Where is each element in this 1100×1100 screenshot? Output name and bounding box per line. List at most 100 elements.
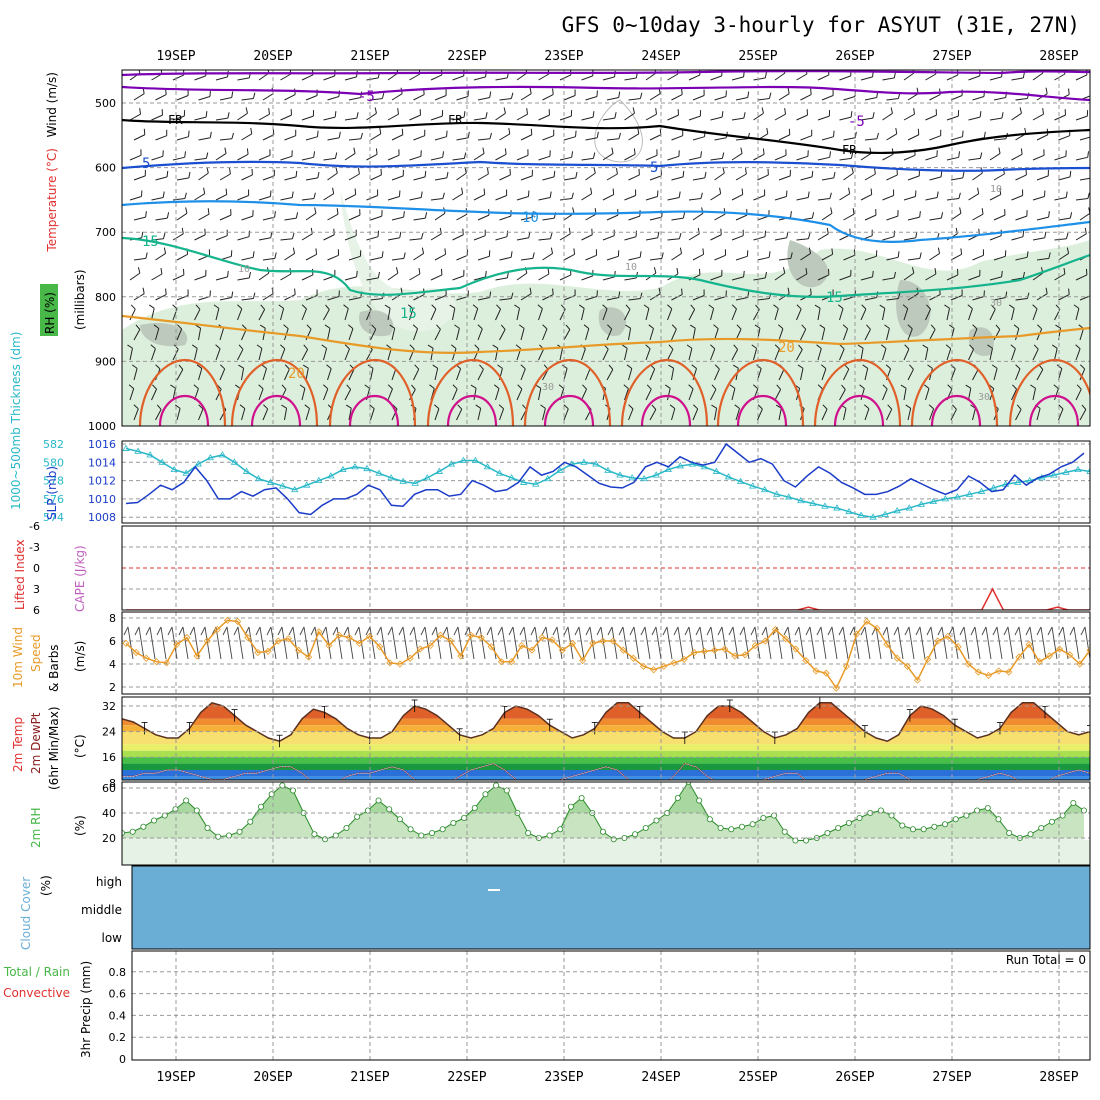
upper-wind-barb-flag (496, 304, 501, 310)
upper-wind-barb-flag (682, 170, 685, 177)
upper-wind-barb (989, 276, 1002, 281)
top-date-axis: 19SEP 20SEP 21SEP 22SEP 23SEP 24SEP 25SEP 26SEP… (156, 49, 1078, 64)
upper-wind-barb-flag (866, 324, 871, 330)
contour-25-loop (138, 358, 227, 426)
rh2m-point (984, 805, 991, 812)
upper-wind-barb-flag (184, 151, 187, 158)
wind10m-line-point (660, 662, 668, 670)
upper-wind-barb-flag (510, 92, 514, 99)
wind10m-barb (655, 626, 662, 660)
wind10m-barb-flag (497, 626, 503, 636)
upper-wind-barb-flag (1022, 271, 1025, 279)
thickness-line-point (303, 481, 311, 488)
rh2m-point (461, 815, 468, 822)
upper-wind-barb (710, 116, 723, 121)
upper-wind-barb (172, 233, 184, 241)
upper-wind-barb (151, 388, 158, 401)
precip-tick-label: 0 (119, 1053, 126, 1066)
upper-wind-barb (499, 215, 512, 221)
upper-wind-barb (194, 116, 207, 121)
thickness-line-point (592, 460, 600, 467)
upper-wind-barb (839, 116, 852, 121)
upper-wind-barb-flag (842, 324, 848, 330)
upper-wind-barb (542, 408, 546, 421)
wind10m-barb (1018, 626, 1025, 660)
wind10m-barb-flag (365, 626, 371, 636)
upper-wind-barb (327, 328, 331, 341)
upper-wind-barb (495, 236, 508, 241)
upper-wind-barb-flag (127, 344, 133, 349)
upper-wind-barb (1015, 368, 1021, 381)
upper-wind-barb (323, 157, 336, 161)
wind10m-barb (941, 626, 948, 660)
upper-wind-barb (172, 198, 185, 201)
upper-wind-barb (925, 348, 929, 361)
rh-tick-label: 60 (102, 782, 116, 795)
upper-wind-barb-flag (635, 230, 638, 237)
rh2m-point (557, 826, 564, 833)
upper-wind-barb-flag (751, 344, 757, 349)
upper-wind-barb (645, 154, 658, 161)
upper-wind-barb (774, 308, 779, 321)
wind10m-barb-flag (728, 626, 734, 636)
upper-wind-barb-flag (732, 364, 739, 369)
rh2m-point (236, 828, 243, 835)
wind10m-line-point (457, 652, 465, 660)
wind10m-barb (886, 626, 893, 660)
upper-wind-barb (710, 234, 722, 241)
wind10m-line-point (426, 642, 434, 650)
rh2m-point (322, 836, 329, 843)
upper-wind-barb (602, 308, 608, 321)
upper-wind-barb (348, 297, 361, 301)
upper-wind-barb (606, 255, 619, 261)
thickness-line-point (1013, 478, 1022, 485)
wind10m-barb-flag (519, 626, 525, 636)
wind10m-barb-flag (937, 626, 943, 636)
thickness-line-point (917, 500, 926, 507)
upper-wind-barb (606, 328, 613, 341)
upper-wind-barb (516, 388, 523, 401)
label-fr-b: FR (448, 113, 463, 127)
upper-wind-barb-flag (1063, 267, 1066, 275)
upper-wind-barb-flag (403, 252, 406, 259)
upper-wind-barb-flag (821, 364, 827, 370)
wind10m-barb (424, 626, 431, 660)
upper-wind-barb (370, 256, 383, 261)
upper-wind-barb (628, 98, 641, 101)
upper-wind-barb-flag (787, 87, 790, 94)
upper-wind-barb-flag (155, 364, 161, 370)
upper-wind-barb (602, 348, 609, 361)
upper-wind-barb (714, 254, 726, 261)
upper-wind-barb (929, 135, 941, 141)
upper-wind-barb-flag (434, 404, 440, 410)
upper-wind-barb-flag (965, 384, 972, 389)
upper-wind-barb (1011, 77, 1024, 81)
upper-wind-barb (1075, 274, 1088, 281)
thickness-line-point (640, 474, 648, 482)
upper-wind-barb-flag (811, 170, 814, 177)
slp-tick-label: 1010 (88, 493, 116, 506)
upper-wind-barb (387, 113, 399, 121)
upper-wind-barb (860, 194, 872, 201)
upper-wind-barb (667, 155, 680, 161)
thickness-line-point (760, 485, 769, 493)
upper-wind-barb-flag (205, 111, 208, 118)
upper-wind-barb-flag (969, 344, 974, 350)
cloud-level-low: low (102, 931, 123, 945)
upper-wind-barb (538, 348, 545, 361)
upper-wind-barb (1032, 308, 1038, 321)
contour-25-loop (910, 358, 999, 426)
thickness-gridlines (122, 441, 1090, 523)
upper-wind-barb (452, 308, 456, 321)
upper-wind-barb-flag (317, 171, 320, 179)
thickness-line-point (869, 513, 877, 520)
rh2m-point (888, 812, 895, 819)
wind10m-line-point (315, 628, 323, 636)
rh2m-point (835, 825, 842, 832)
upper-wind-barb (477, 97, 490, 101)
wind10m-barb-flag (673, 626, 679, 636)
upper-wind-barb-flag (170, 384, 176, 389)
wind10m-barb (468, 626, 475, 660)
upper-wind-barb-flag (475, 404, 481, 409)
upper-wind-barb-flag (193, 384, 199, 390)
